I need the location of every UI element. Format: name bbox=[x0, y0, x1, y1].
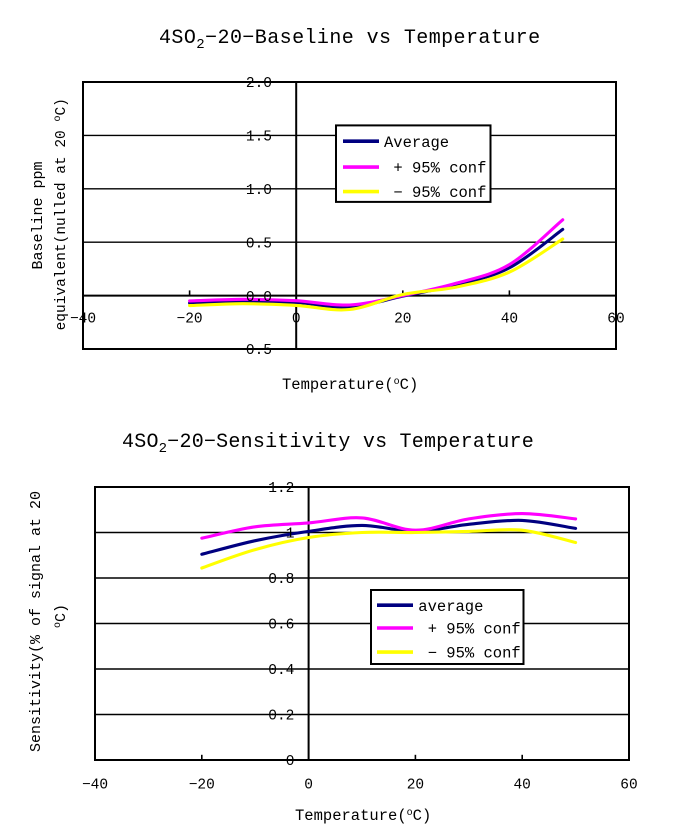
svg-text:−20: −20 bbox=[189, 777, 215, 793]
svg-text:−20: −20 bbox=[177, 311, 203, 327]
svg-text:0.2: 0.2 bbox=[268, 709, 294, 725]
svg-text:0.8: 0.8 bbox=[268, 572, 294, 588]
svg-text:Sensitivity(% of signal at 20: Sensitivity(% of signal at 20 bbox=[28, 491, 45, 752]
svg-text:40: 40 bbox=[513, 777, 530, 793]
svg-text:− 95% conf: − 95% conf bbox=[393, 184, 486, 202]
svg-text:1: 1 bbox=[286, 527, 295, 543]
svg-text:20: 20 bbox=[394, 311, 411, 327]
svg-text:Temperature(oC): Temperature(oC) bbox=[282, 376, 418, 394]
svg-text:− 95% conf: − 95% conf bbox=[428, 645, 521, 663]
svg-text:4SO2−20−Baseline vs Temperatur: 4SO2−20−Baseline vs Temperature bbox=[159, 27, 541, 53]
svg-text:Temperature(oC): Temperature(oC) bbox=[295, 807, 431, 825]
svg-text:1.5: 1.5 bbox=[246, 130, 272, 146]
svg-text:Baseline ppm: Baseline ppm bbox=[30, 161, 47, 269]
svg-text:−40: −40 bbox=[70, 311, 96, 327]
svg-text:0: 0 bbox=[286, 754, 295, 770]
svg-text:−0.5: −0.5 bbox=[237, 343, 272, 359]
svg-text:60: 60 bbox=[620, 777, 637, 793]
svg-text:average: average bbox=[418, 598, 483, 616]
svg-text:+ 95% conf: + 95% conf bbox=[428, 621, 521, 639]
svg-text:60: 60 bbox=[607, 311, 624, 327]
svg-text:0: 0 bbox=[292, 311, 301, 327]
svg-text:−40: −40 bbox=[82, 777, 108, 793]
svg-text:+ 95% conf: + 95% conf bbox=[393, 160, 486, 178]
svg-text:equivalent(nulled at 20 oC): equivalent(nulled at 20 oC) bbox=[53, 98, 70, 330]
svg-text:20: 20 bbox=[407, 777, 424, 793]
svg-text:0.4: 0.4 bbox=[268, 663, 294, 679]
svg-text:Average: Average bbox=[384, 134, 449, 152]
svg-text:1.0: 1.0 bbox=[246, 183, 272, 199]
svg-text:4SO2−20−Sensitivity vs Tempera: 4SO2−20−Sensitivity vs Temperature bbox=[122, 431, 534, 457]
svg-text:0: 0 bbox=[304, 777, 313, 793]
svg-text:40: 40 bbox=[501, 311, 518, 327]
svg-text:oC): oC) bbox=[53, 604, 70, 628]
svg-text:0.6: 0.6 bbox=[268, 618, 294, 634]
svg-text:0.0: 0.0 bbox=[246, 290, 272, 306]
svg-text:2.0: 2.0 bbox=[246, 76, 272, 92]
svg-text:0.5: 0.5 bbox=[246, 236, 272, 252]
svg-text:1.2: 1.2 bbox=[268, 481, 294, 497]
